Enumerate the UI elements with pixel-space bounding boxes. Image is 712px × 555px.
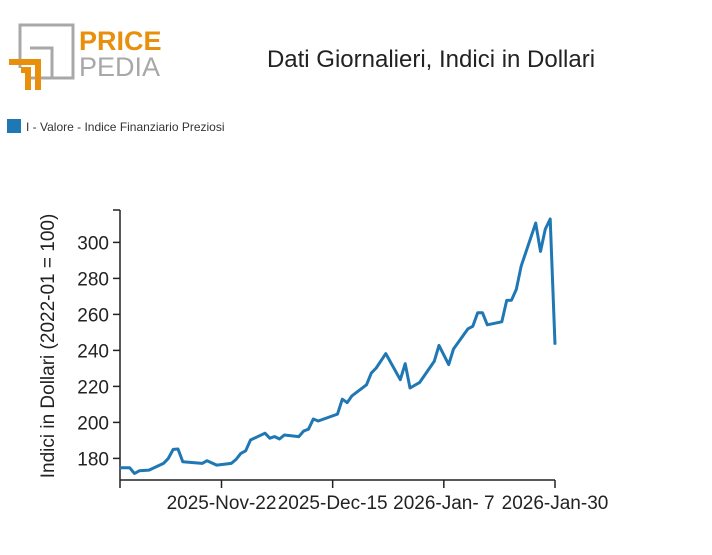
data-point [264,432,266,434]
data-point [472,325,474,327]
data-point [366,384,367,386]
logo-gray-square [18,23,75,80]
data-point [138,470,140,472]
x-tick-label: 2026-Jan-30 [502,493,609,514]
data-point [317,420,319,422]
data-point [303,430,305,432]
logo-word-price: PRICE [79,26,162,56]
x-tick-label: 2025-Dec-15 [278,493,388,514]
data-point [279,438,280,440]
data-point [453,348,454,350]
data-point [283,434,285,436]
logo-orange-corner-1 [9,59,41,90]
data-point [177,448,179,450]
logo-orange-corner-2 [21,67,31,90]
y-tick-label: 220 [77,377,109,398]
data-point [269,437,271,439]
data-point [167,457,169,459]
data-point [399,379,401,381]
data-point [370,372,372,374]
data-point [274,436,276,438]
data-point [404,363,406,365]
data-point [245,450,247,452]
data-point [129,467,131,469]
y-tick-label: 200 [77,413,109,434]
data-point [467,328,469,330]
data-point [438,344,440,346]
data-point [148,469,150,471]
data-point [549,218,551,220]
data-point [240,452,242,454]
data-point [544,228,546,230]
y-tick-label: 280 [77,269,109,290]
data-point [501,321,503,323]
series-line [120,217,557,475]
data-point [308,428,309,430]
data-point [477,312,479,314]
data-point [250,439,251,441]
data-point [206,460,208,462]
logo-word-pedia: PEDIA [79,52,160,82]
data-point [419,381,421,383]
legend-swatch [7,119,21,133]
data-point [235,458,237,460]
data-point [230,462,232,464]
data-point [163,462,164,464]
data-point [409,387,411,389]
data-point [520,265,522,267]
data-point [554,344,556,346]
data-point [337,413,338,415]
data-point [341,398,343,400]
data-point [216,464,218,466]
chart-title: Dati Giornalieri, Indici in Dollari [267,46,595,73]
data-point [515,288,517,290]
data-point [486,324,488,326]
y-tick-label: 240 [77,341,109,362]
axes: 180 200 220 240 260 280 300 2025-Nov-22 2025-Dec… [77,209,609,514]
data-point [511,299,512,301]
data-point [448,364,450,366]
y-tick-label: 180 [77,449,109,470]
data-point [201,462,203,464]
data-point [312,418,314,420]
legend: I - Valore - Indice Finanziario Preziosi [7,119,225,134]
data-point [346,402,348,404]
data-point [134,473,135,475]
data-point [385,353,387,355]
data-point [375,367,377,369]
data-point [119,467,121,469]
data-point [540,250,541,252]
y-axis-label: Indici in Dollari (2022-01 = 100) [38,214,59,479]
data-point [182,461,184,463]
data-point [298,436,300,438]
y-tick-label: 300 [77,233,109,254]
y-tick-label: 260 [77,305,109,326]
data-point [506,299,508,301]
data-point [433,360,435,362]
x-tick-label: 2025-Nov-22 [167,493,277,514]
x-tick-label: 2026-Jan- 7 [393,493,494,514]
data-point [482,312,483,314]
pricepedia-logo: PRICE PEDIA [9,23,162,90]
logo-gray-corner [30,46,54,78]
legend-label: I - Valore - Indice Finanziario Preziosi [26,120,225,134]
data-point [172,448,174,450]
data-point [535,222,537,224]
data-point [351,395,353,397]
series-points [119,218,556,475]
